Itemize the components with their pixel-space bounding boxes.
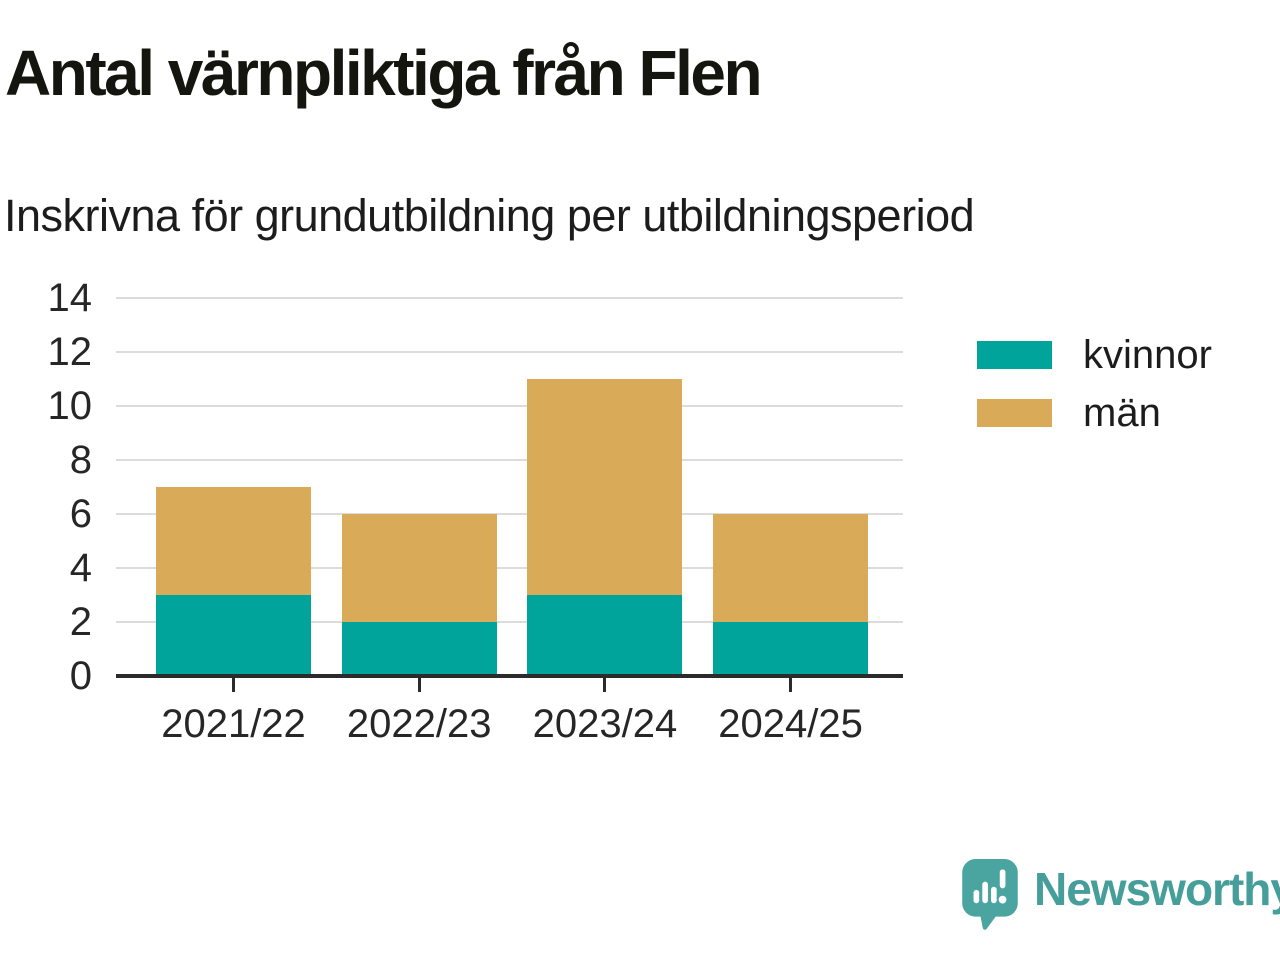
chart-subtitle: Inskrivna för grundutbildning per utbild… (4, 190, 975, 241)
y-tick-label: 8 (69, 438, 92, 482)
bar-segment-män (527, 379, 683, 595)
chart-legend: kvinnor män (977, 332, 1212, 448)
newsworthy-logo: Newsworthy (961, 858, 1280, 930)
x-axis-tick (232, 677, 235, 692)
x-tick-label: 2024/25 (718, 702, 863, 746)
logo-exclamation-bar (999, 869, 1006, 889)
legend-label: kvinnor (1083, 333, 1212, 377)
y-tick-label: 6 (69, 492, 92, 536)
logo-bar-1 (973, 889, 980, 904)
logo-bar-3 (991, 886, 997, 904)
legend-swatch (977, 341, 1052, 369)
y-tick-label: 10 (47, 384, 93, 428)
gridline (116, 513, 903, 515)
legend-item-kvinnor: kvinnor (977, 332, 1212, 378)
bar-segment-kvinnor (156, 595, 311, 676)
x-tick-label: 2022/23 (346, 702, 492, 746)
gridline (116, 351, 903, 353)
y-tick-label: 2 (69, 600, 92, 644)
gridline (116, 297, 903, 299)
legend-swatch (977, 399, 1052, 427)
y-tick-label: 4 (69, 546, 92, 590)
gridline (116, 621, 903, 623)
bar-segment-kvinnor (341, 622, 497, 676)
x-axis-tick (789, 677, 793, 692)
bar-segment-män (713, 514, 869, 622)
y-tick-label: 0 (69, 654, 92, 698)
y-tick-label: 12 (47, 330, 93, 374)
bar-segment-män (156, 487, 311, 595)
logo-exclamation-dot (998, 895, 1007, 904)
page-title: Antal värnpliktiga från Flen (5, 37, 763, 109)
gridline (116, 459, 903, 461)
gridline (116, 405, 903, 407)
x-axis-tick (603, 677, 607, 692)
bar-segment-kvinnor (713, 622, 869, 676)
x-tick-label: 2023/24 (532, 702, 678, 746)
legend-item-män: män (977, 390, 1212, 436)
newsworthy-logo-text: Newsworthy (1034, 863, 1280, 915)
x-tick-label: 2021/22 (161, 702, 306, 746)
legend-label: män (1083, 391, 1161, 435)
logo-bar-2 (982, 881, 988, 904)
newsworthy-logo-icon (962, 859, 1018, 930)
bar-segment-kvinnor (527, 595, 683, 676)
x-axis-tick (417, 677, 421, 692)
y-tick-label: 14 (47, 276, 93, 320)
bar-segment-män (341, 514, 497, 622)
x-axis-line (116, 674, 903, 678)
gridline (116, 567, 903, 569)
